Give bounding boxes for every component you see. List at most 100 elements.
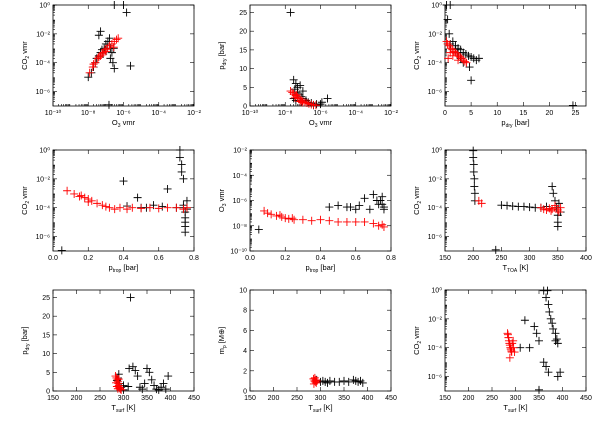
x-tick-label: 10⁻⁴ — [349, 110, 364, 117]
x-tick-label: 300 — [315, 395, 327, 402]
data-point — [325, 216, 334, 225]
y-tick-label: 10 — [239, 288, 247, 295]
data-point — [462, 58, 471, 67]
data-point — [351, 205, 360, 214]
y-tick-label: 10⁰ — [39, 2, 50, 10]
panel-p9: 150 200 250 300 350 400 450 10⁻⁶ 10⁻⁴ 10⁻² 10⁰ Tsur… — [412, 287, 592, 415]
data-point — [376, 196, 385, 205]
data-point — [115, 203, 124, 212]
data-point — [546, 314, 555, 323]
data-point — [378, 220, 387, 229]
data-point — [556, 203, 565, 212]
data-point — [542, 362, 551, 371]
y-tick-label: 10⁻² — [233, 148, 247, 155]
x-tick-label: 5 — [469, 110, 473, 117]
x-tick-label: 0.0 — [245, 255, 255, 262]
data-point — [98, 201, 107, 210]
data-point — [138, 385, 147, 394]
x-tick-label: 10⁻² — [384, 110, 398, 117]
x-tick-label: 450 — [188, 395, 200, 402]
data-point — [448, 51, 457, 60]
data-point — [298, 87, 307, 96]
data-point — [530, 322, 539, 331]
data-point — [182, 203, 191, 212]
data-point — [296, 81, 305, 90]
data-point — [509, 336, 518, 345]
y-tick-label: 10⁻⁴ — [428, 205, 443, 212]
data-point — [358, 378, 367, 387]
x-tick-label: 0.0 — [48, 255, 58, 262]
data-point — [543, 286, 552, 295]
data-point — [290, 215, 299, 224]
data-point — [284, 214, 293, 223]
data-point — [470, 182, 479, 191]
x-tick-label: 250 — [496, 255, 508, 262]
data-point — [342, 217, 351, 226]
data-point — [179, 174, 188, 183]
data-point — [145, 368, 154, 377]
data-point — [126, 61, 135, 70]
x-tick-label: 0.8 — [386, 255, 396, 262]
data-point — [133, 372, 142, 381]
x-tick-label: 10 — [493, 110, 501, 117]
data-point — [550, 201, 559, 210]
series-red — [63, 186, 191, 214]
x-tick-label: 0.4 — [119, 255, 129, 262]
x-tick-label: 200 — [71, 395, 83, 402]
data-point — [548, 319, 557, 328]
data-point — [133, 193, 142, 202]
data-point — [470, 189, 479, 198]
plot-frame — [52, 289, 195, 392]
data-point — [325, 203, 334, 212]
data-point — [311, 101, 320, 110]
y-tick-label: 20 — [42, 314, 50, 321]
y-axis-label: O3 vmr — [217, 188, 228, 212]
data-point — [131, 366, 140, 375]
data-point — [508, 202, 517, 211]
data-point — [535, 336, 543, 345]
x-axis-label: ptrop [bar] — [306, 263, 336, 274]
y-tick-label: 0 — [243, 104, 247, 111]
x-tick-label: 10⁻² — [187, 110, 201, 117]
series-black — [516, 286, 565, 394]
data-point — [553, 222, 562, 231]
x-tick-label: 10⁻⁶ — [116, 110, 130, 117]
data-point — [89, 60, 98, 69]
y-tick-label: 10⁻⁶ — [233, 198, 247, 205]
y-tick-label: 10⁰ — [39, 147, 50, 155]
data-point — [465, 63, 474, 72]
x-tick-label: 150 — [439, 255, 451, 262]
data-point — [104, 100, 113, 109]
data-point — [75, 192, 84, 201]
data-point — [317, 98, 326, 107]
data-point — [539, 358, 548, 367]
data-point — [107, 48, 116, 57]
y-tick-label: 4 — [243, 348, 247, 355]
data-point — [286, 8, 295, 17]
data-point — [351, 217, 360, 226]
data-point — [365, 205, 374, 214]
data-point — [87, 196, 96, 205]
data-point — [470, 174, 479, 183]
x-tick-label: 200 — [268, 395, 280, 402]
data-point — [110, 64, 119, 73]
data-point — [159, 379, 168, 388]
y-tick-label: 10⁻⁴ — [36, 205, 51, 212]
x-axis-label: Tsurf [K] — [308, 403, 332, 414]
data-point — [109, 43, 118, 52]
y-tick-label: 25 — [239, 10, 247, 17]
data-point — [63, 186, 72, 195]
x-axis-label: O3 vmr — [309, 118, 333, 129]
x-axis-label: Tsurf [K] — [503, 403, 527, 414]
data-point — [57, 246, 66, 255]
data-point — [291, 79, 300, 88]
panel-p4: 0.0 0.2 0.4 0.6 0.8 10⁻⁶ 10⁻⁴ 10⁻² 10⁰ ptrop [bar… — [20, 146, 199, 274]
data-point — [110, 37, 119, 46]
data-point — [360, 217, 369, 226]
data-point — [443, 15, 452, 24]
x-tick-label: 450 — [385, 395, 397, 402]
data-point — [340, 376, 348, 385]
x-tick-label: 350 — [552, 255, 564, 262]
plot-frame — [249, 4, 392, 107]
data-point — [145, 203, 154, 212]
